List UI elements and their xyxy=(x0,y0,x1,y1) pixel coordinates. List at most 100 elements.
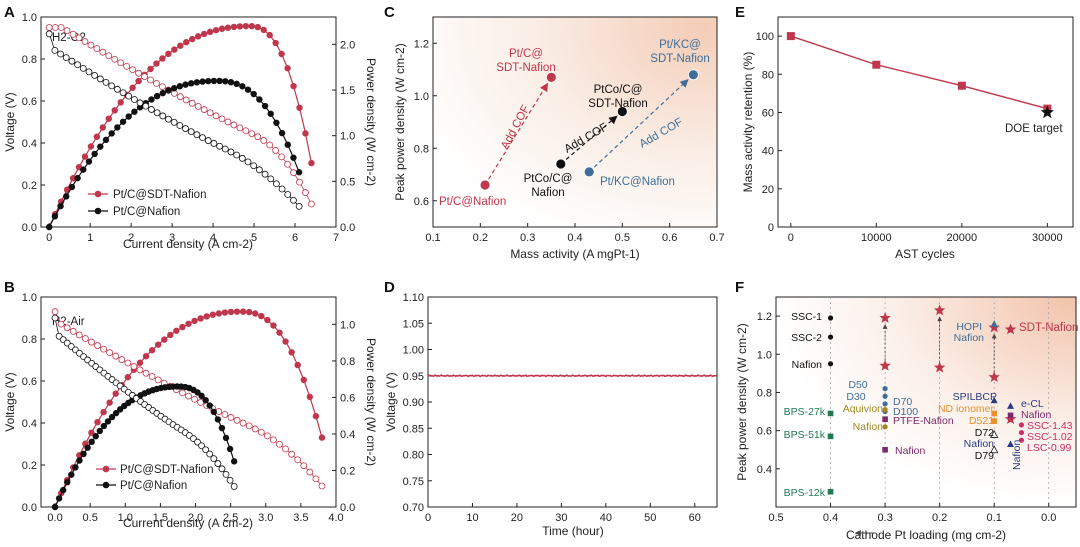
power-point xyxy=(296,169,302,175)
power-point xyxy=(100,409,106,415)
voltage-point xyxy=(270,437,276,443)
y-tick-label: 100 xyxy=(756,31,774,43)
panel-e: E 0 10000 20000 30000020406080100 AST cycle… xyxy=(735,4,1073,261)
panel-a-x-axis-label: Current density (A cm-2) xyxy=(123,237,253,251)
x-tick-label: 0.6 xyxy=(662,232,677,244)
power-point xyxy=(256,96,262,102)
power-point xyxy=(94,134,100,140)
voltage-point xyxy=(88,339,94,345)
panel-b-legend: Pt/C@SDT-Nafion Pt/C@Nafion xyxy=(96,464,213,492)
voltage-point xyxy=(94,46,100,52)
voltage-point xyxy=(58,321,64,327)
voltage-point xyxy=(217,143,223,149)
f-label-aquivion: Aquivion xyxy=(843,403,883,415)
legend-b-marker-1 xyxy=(103,466,110,473)
x-tick-label: 0 xyxy=(46,232,52,244)
power-point xyxy=(56,495,62,501)
power-point xyxy=(74,175,80,181)
f-point-11 xyxy=(882,416,888,422)
power-point xyxy=(258,313,264,319)
panel-b-y2-axis-label: Power density (W cm-2) xyxy=(364,338,378,466)
f-label-nafion-2: Nafion xyxy=(853,421,884,433)
power-point xyxy=(201,31,207,37)
legend-a-marker-1 xyxy=(95,191,102,198)
voltage-point xyxy=(249,131,255,137)
power-point xyxy=(227,446,233,452)
voltage-point xyxy=(124,63,130,69)
power-point xyxy=(171,85,177,91)
c-label-ptkc-sdt-line1: Pt/KC@ xyxy=(659,39,701,51)
power-point xyxy=(246,309,252,315)
y-tick-label: 0.2 xyxy=(22,180,37,192)
f-label-bps27k: BPS-27k xyxy=(784,406,826,418)
power-point xyxy=(97,428,103,434)
y-tick-label: 0.8 xyxy=(414,143,429,155)
voltage-point xyxy=(142,74,148,80)
panel-a-letter: A xyxy=(4,4,15,21)
power-point xyxy=(72,464,78,470)
voltage-point xyxy=(307,469,313,475)
voltage-point xyxy=(160,113,166,119)
voltage-point xyxy=(52,25,58,31)
panel-a: A H2-O2 0 1 2 3 4 5 6 70.00.20.40.60.81.00.00.5… xyxy=(3,4,378,251)
voltage-point xyxy=(211,456,217,462)
voltage-point xyxy=(159,84,165,90)
power-point xyxy=(106,115,112,121)
power-point xyxy=(296,105,302,111)
x-tick-label: 20 xyxy=(511,512,523,524)
panel-a-y2-axis-label: Power density (W cm-2) xyxy=(364,58,378,186)
power-point xyxy=(148,96,154,102)
x-tick-label: 10000 xyxy=(861,232,892,244)
power-point xyxy=(52,504,58,510)
voltage-point xyxy=(112,56,118,62)
c-point-4 xyxy=(584,167,594,177)
power-point xyxy=(195,33,201,39)
c-label-ptc-sdt-line2: SDT-Nafion xyxy=(496,62,555,74)
voltage-point xyxy=(183,126,189,132)
power-point xyxy=(160,90,166,96)
voltage-point xyxy=(192,396,198,402)
voltage-point xyxy=(70,31,76,37)
power-point xyxy=(276,329,282,335)
voltage-point xyxy=(126,93,132,99)
voltage-point xyxy=(136,70,142,76)
power-point xyxy=(154,93,160,99)
y-tick-label: 0.80 xyxy=(403,450,424,462)
voltage-point xyxy=(262,171,268,177)
voltage-point xyxy=(264,433,270,439)
voltage-point xyxy=(308,201,314,207)
panel-b-y-axis-label: Voltage (V) xyxy=(3,372,17,431)
power-point xyxy=(207,402,213,408)
power-point xyxy=(171,46,177,52)
f-point-5 xyxy=(828,489,834,495)
power-point xyxy=(233,81,239,87)
panel-e-letter: E xyxy=(735,4,745,21)
x-tick-label: 0.1 xyxy=(425,232,440,244)
power-point xyxy=(100,124,106,130)
panel-f: F 0.5 0.4 0.3 0.2 0.1 0.00.40.60.81.01.2 Cath… xyxy=(735,279,1078,542)
f-label-sdt-nafion: SDT-Nafion xyxy=(1019,322,1078,334)
x-tick-label: 0.5 xyxy=(83,512,98,524)
x-tick-label: 0.1 xyxy=(987,512,1002,524)
power-point xyxy=(243,23,249,29)
y-tick-label: 20 xyxy=(762,184,774,196)
voltage-point xyxy=(97,76,103,82)
voltage-point xyxy=(58,25,64,31)
f-point-1 xyxy=(828,334,833,339)
voltage-point xyxy=(279,186,285,192)
y-tick-label: 80 xyxy=(762,69,774,81)
voltage-point xyxy=(207,110,213,116)
voltage-point xyxy=(148,77,154,83)
power-point xyxy=(237,23,243,29)
power-point xyxy=(153,60,159,66)
voltage-point xyxy=(243,128,249,134)
y-tick-label: 0.8 xyxy=(757,387,772,399)
panel-d-x-axis-label: Time (hour) xyxy=(542,524,604,538)
x-tick-label: 10 xyxy=(466,512,478,524)
power-point xyxy=(125,374,131,380)
voltage-point xyxy=(177,94,183,100)
voltage-point xyxy=(118,60,124,66)
voltage-point xyxy=(69,58,75,64)
power-point xyxy=(46,224,52,230)
panel-a-y-axis-label: Voltage (V) xyxy=(3,92,17,151)
